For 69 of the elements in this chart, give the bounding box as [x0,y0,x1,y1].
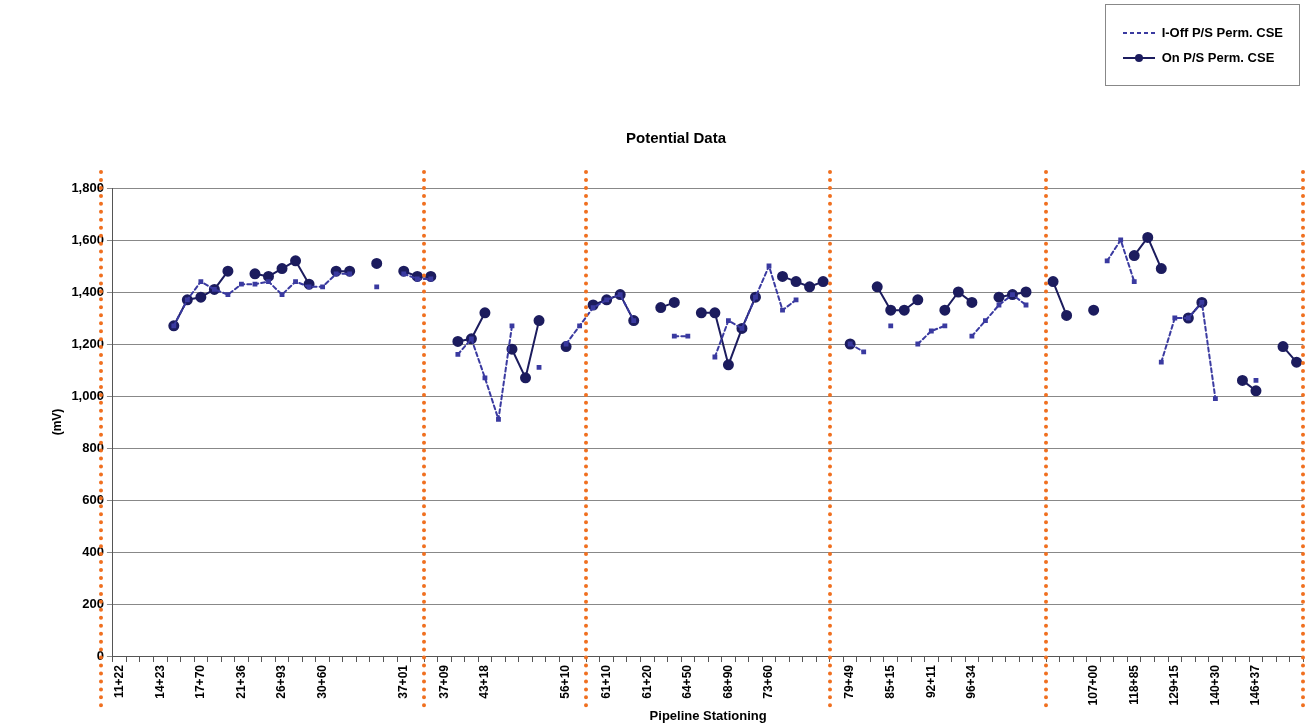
point [509,323,515,329]
point [279,292,285,298]
x-tick-label: 85+15 [883,664,898,699]
y-tick-label: 1,000 [71,387,104,403]
x-tick-label: 17+70 [193,664,208,699]
x-tick-label: 79+49 [842,664,857,699]
point [983,318,988,324]
point [888,323,894,329]
x-tick-label: 37+01 [396,664,411,699]
point [1212,396,1218,402]
point [1131,279,1137,285]
point [266,279,271,285]
point [1158,359,1164,365]
x-tick-label: 140+30 [1207,664,1222,706]
point [1253,378,1259,383]
x-tick-label: 61+10 [598,664,613,699]
point [671,333,677,339]
point [861,349,867,355]
point [1172,315,1178,321]
point [726,318,731,324]
x-tick-label: 118+85 [1126,664,1141,705]
legend-label: On P/S Perm. CSE [1161,50,1275,65]
point [969,333,975,339]
point [928,328,934,334]
point [455,351,461,357]
x-tick-label: 73+60 [761,664,776,699]
point [239,281,244,287]
x-tick-label: 64+50 [680,664,695,699]
point [198,279,204,285]
y-tick-label: 1,800 [71,179,104,195]
point [793,297,799,303]
y-axis-title: (mV) [49,408,64,436]
legend-label: I-Off P/S Perm. CSE [1161,25,1283,40]
point [252,281,258,287]
point [1118,237,1124,243]
point [374,284,380,290]
point [225,292,231,298]
x-tick-label: 129+15 [1167,664,1182,706]
point [1104,258,1110,264]
point [780,307,785,313]
point [577,323,583,329]
chart-title: Potential Data [625,129,727,147]
x-tick-label: 61+20 [639,664,654,699]
point [536,365,542,370]
x-tick-label: 26+93 [274,664,289,699]
x-tick-label: 146+37 [1248,664,1263,706]
point [915,341,921,347]
point [496,417,501,422]
x-tick-label: 92+11 [923,664,938,699]
x-axis-title: Pipeline Stationing [649,707,767,723]
y-tick-label: 600 [82,491,104,507]
point [293,279,298,285]
x-tick-label: 37+09 [436,664,451,699]
x-tick-label: 56+10 [558,664,573,699]
point [482,375,488,381]
x-tick-label: 68+90 [720,664,735,699]
x-tick-label: 14+23 [152,664,167,699]
x-tick-label: 21+36 [233,664,248,699]
y-tick-label: 1,400 [71,283,104,299]
y-tick-label: 200 [82,595,104,611]
x-tick-label: 96+34 [964,664,979,699]
x-tick-label: 11+22 [112,664,127,699]
x-tick-label: 107+00 [1085,664,1100,706]
x-tick-label: 43+18 [477,664,492,699]
point [685,333,691,339]
point [320,284,326,290]
point [712,354,718,360]
point [942,323,948,329]
x-tick-label: 30+60 [314,664,329,699]
